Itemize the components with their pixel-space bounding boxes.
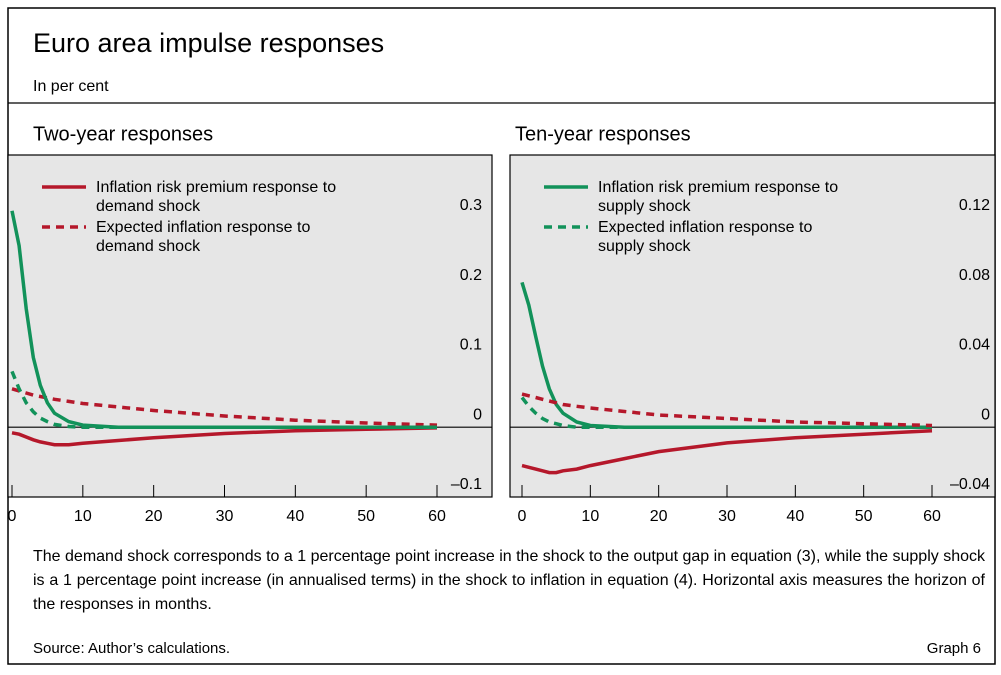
x-tick-label: 40 [786, 508, 804, 525]
x-tick-label: 0 [8, 508, 17, 525]
y-tick-label: 0.04 [959, 337, 990, 354]
x-tick-label: 60 [428, 508, 446, 525]
x-tick-label: 10 [74, 508, 92, 525]
y-tick-label: 0.08 [959, 267, 990, 284]
y-tick-label: 0.1 [460, 337, 482, 354]
y-tick-label: 0.12 [959, 197, 990, 214]
note: The demand shock corresponds to a 1 perc… [33, 548, 985, 613]
series-line [11, 387, 438, 427]
legend-item: Inflation risk premium response to suppl… [542, 178, 848, 216]
x-tick-label: 60 [923, 508, 941, 525]
legend-label: Expected inflation response to supply sh… [598, 219, 813, 255]
legend-label: Inflation risk premium response to suppl… [598, 179, 839, 215]
y-tick-label: –0.04 [950, 476, 990, 493]
series-line [10, 210, 437, 429]
plot-area [7, 154, 493, 498]
x-tick-label: 40 [286, 508, 304, 525]
legend-swatch [544, 225, 588, 229]
legend: Inflation risk premium response to suppl… [542, 178, 848, 258]
graph-label: Graph 6 [926, 640, 981, 657]
series-line [11, 426, 438, 447]
legend-label: Expected inflation response to demand sh… [96, 219, 311, 255]
x-tick-label: 10 [581, 508, 599, 525]
x-tick-label: 50 [357, 508, 375, 525]
panel-title: Two-year responses [33, 123, 213, 145]
legend-label: Inflation risk premium response to deman… [96, 179, 337, 215]
x-tick-label: 0 [518, 508, 527, 525]
source: Source: Author’s calculations. [33, 640, 231, 657]
legend-swatch [42, 185, 86, 189]
subtitle: In per cent [33, 78, 109, 95]
y-tick-label: 0.3 [460, 197, 482, 214]
panel-title: Ten-year responses [515, 123, 691, 145]
legend-swatch [42, 225, 86, 229]
series-line [521, 392, 933, 428]
series-line [10, 370, 437, 429]
series-line [521, 428, 933, 475]
title: Euro area impulse responses [33, 28, 385, 58]
legend: Inflation risk premium response to deman… [40, 178, 346, 258]
y-tick-label: 0 [981, 406, 990, 423]
series-line [520, 281, 932, 429]
y-tick-label: 0.2 [460, 267, 482, 284]
y-tick-label: –0.1 [451, 476, 482, 493]
y-tick-label: 0 [473, 406, 482, 423]
x-tick-label: 20 [145, 508, 163, 525]
x-tick-label: 30 [216, 508, 234, 525]
legend-swatch [544, 185, 588, 189]
legend-item: Expected inflation response to supply sh… [542, 218, 848, 256]
legend-item: Inflation risk premium response to deman… [40, 178, 346, 216]
x-tick-label: 30 [718, 508, 736, 525]
x-tick-label: 20 [650, 508, 668, 525]
legend-item: Expected inflation response to demand sh… [40, 218, 346, 256]
x-tick-label: 50 [855, 508, 873, 525]
